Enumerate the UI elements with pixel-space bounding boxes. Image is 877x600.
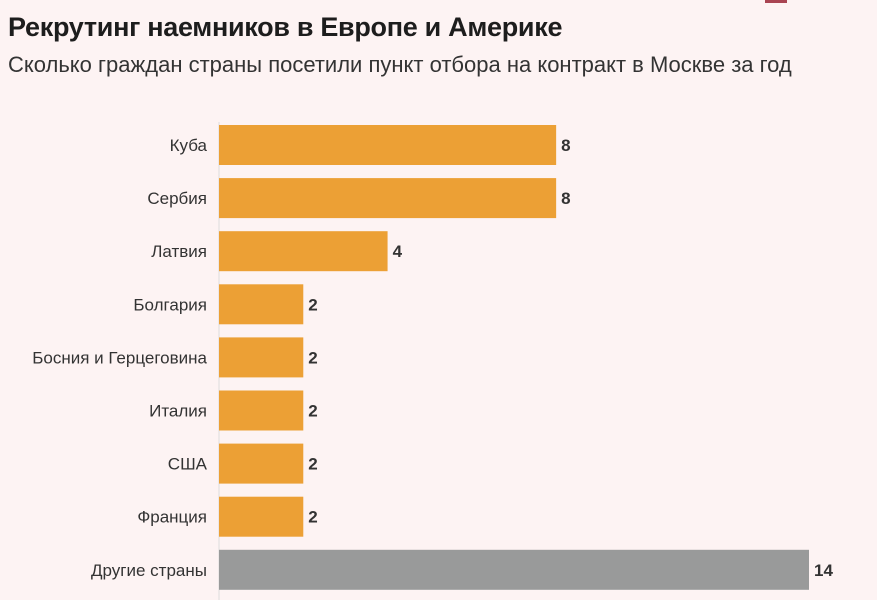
chart-title: Рекрутинг наемников в Европе и Америке — [8, 12, 563, 42]
bar — [219, 337, 304, 378]
bar — [219, 443, 304, 484]
value-label: 8 — [561, 189, 570, 208]
chart-subtitle: Сколько граждан страны посетили пункт от… — [8, 52, 792, 77]
bar — [219, 496, 304, 537]
bar — [219, 125, 557, 165]
value-label: 2 — [308, 455, 317, 474]
value-label: 8 — [561, 136, 570, 155]
value-label: 4 — [393, 242, 403, 261]
category-label: Куба — [170, 136, 208, 155]
bar — [219, 284, 304, 325]
category-label: Другие страны — [91, 561, 207, 580]
value-label: 2 — [308, 508, 317, 527]
category-label: Босния и Герцеговина — [32, 348, 207, 367]
bar — [219, 390, 304, 431]
brand-mark — [765, 0, 787, 3]
bar — [219, 231, 388, 272]
category-label: Сербия — [147, 189, 207, 208]
category-label: Франция — [137, 508, 207, 527]
bar — [219, 178, 557, 219]
value-label: 2 — [308, 295, 317, 314]
value-label: 2 — [308, 348, 317, 367]
value-label: 14 — [814, 561, 833, 580]
bar — [219, 549, 809, 590]
category-label: Латвия — [151, 242, 207, 261]
category-label: Италия — [149, 402, 207, 421]
category-label: Болгария — [133, 295, 207, 314]
category-label: США — [168, 455, 208, 474]
value-label: 2 — [308, 402, 317, 421]
